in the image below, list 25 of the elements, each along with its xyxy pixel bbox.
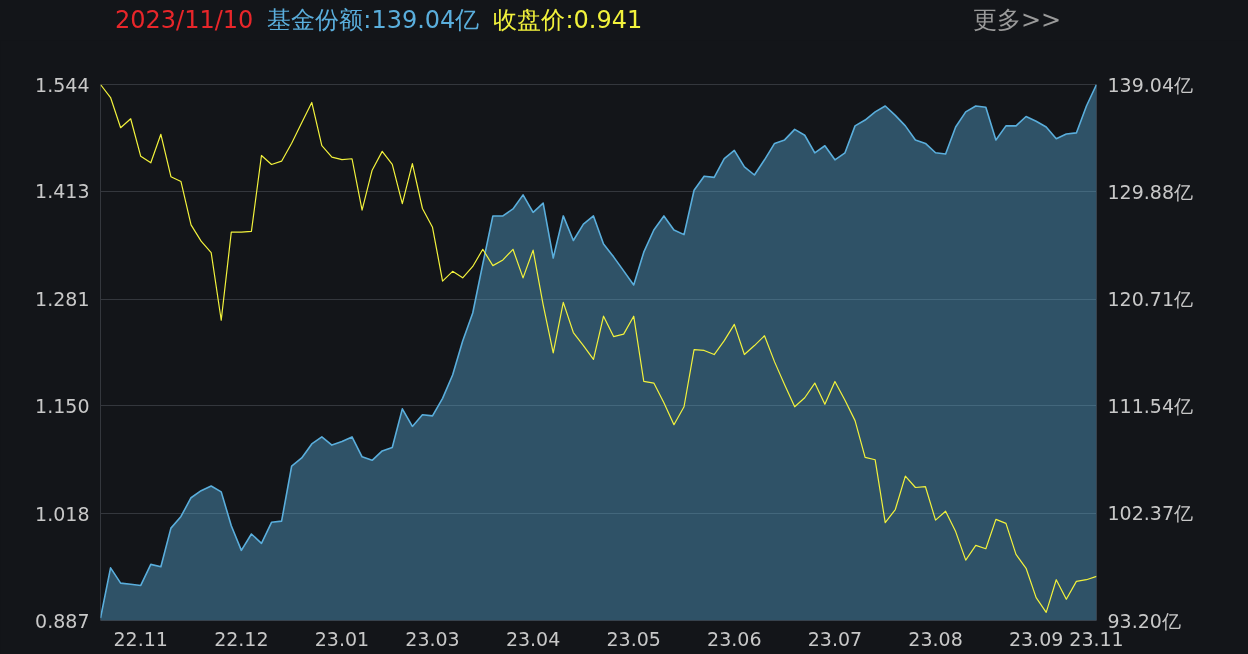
y2-tick-label: 139.04亿 bbox=[1107, 73, 1193, 96]
x-tick-label: 23.04 bbox=[505, 627, 561, 650]
y2-tick-label: 102.37亿 bbox=[1107, 502, 1193, 525]
y-tick-label: 1.544 bbox=[35, 73, 90, 96]
y2-tick-label: 129.88亿 bbox=[1107, 180, 1193, 203]
text: 收盘价:0.941 bbox=[493, 4, 643, 36]
y-tick-label: 1.018 bbox=[35, 502, 90, 525]
x-tick-label: 22.12 bbox=[214, 627, 269, 650]
x-tick-label: 23.09 bbox=[1008, 627, 1064, 650]
chart-title: 2023/11/10 bbox=[115, 4, 254, 36]
x-tick-label: 22.11 bbox=[113, 627, 168, 650]
x-tick-label: 23.08 bbox=[908, 627, 963, 650]
x-tick-label: 23.03 bbox=[405, 627, 460, 650]
x-tick-label: 23.06 bbox=[707, 627, 762, 650]
text: 基金份额:139.04亿 bbox=[267, 4, 480, 36]
y-tick-label: 0.887 bbox=[35, 609, 90, 632]
y-tick-label: 1.413 bbox=[35, 180, 90, 203]
text: 更多>> bbox=[973, 5, 1062, 34]
y2-tick-label: 111.54亿 bbox=[1107, 395, 1193, 418]
y-tick-label: 1.150 bbox=[35, 394, 90, 417]
y-tick-label: 1.281 bbox=[35, 288, 90, 311]
x-tick-label: 23.01 bbox=[314, 627, 370, 650]
y2-tick-label: 120.71亿 bbox=[1107, 287, 1193, 310]
x-tick-label: 23.05 bbox=[606, 627, 661, 650]
x-tick-label: 23.07 bbox=[807, 627, 863, 650]
